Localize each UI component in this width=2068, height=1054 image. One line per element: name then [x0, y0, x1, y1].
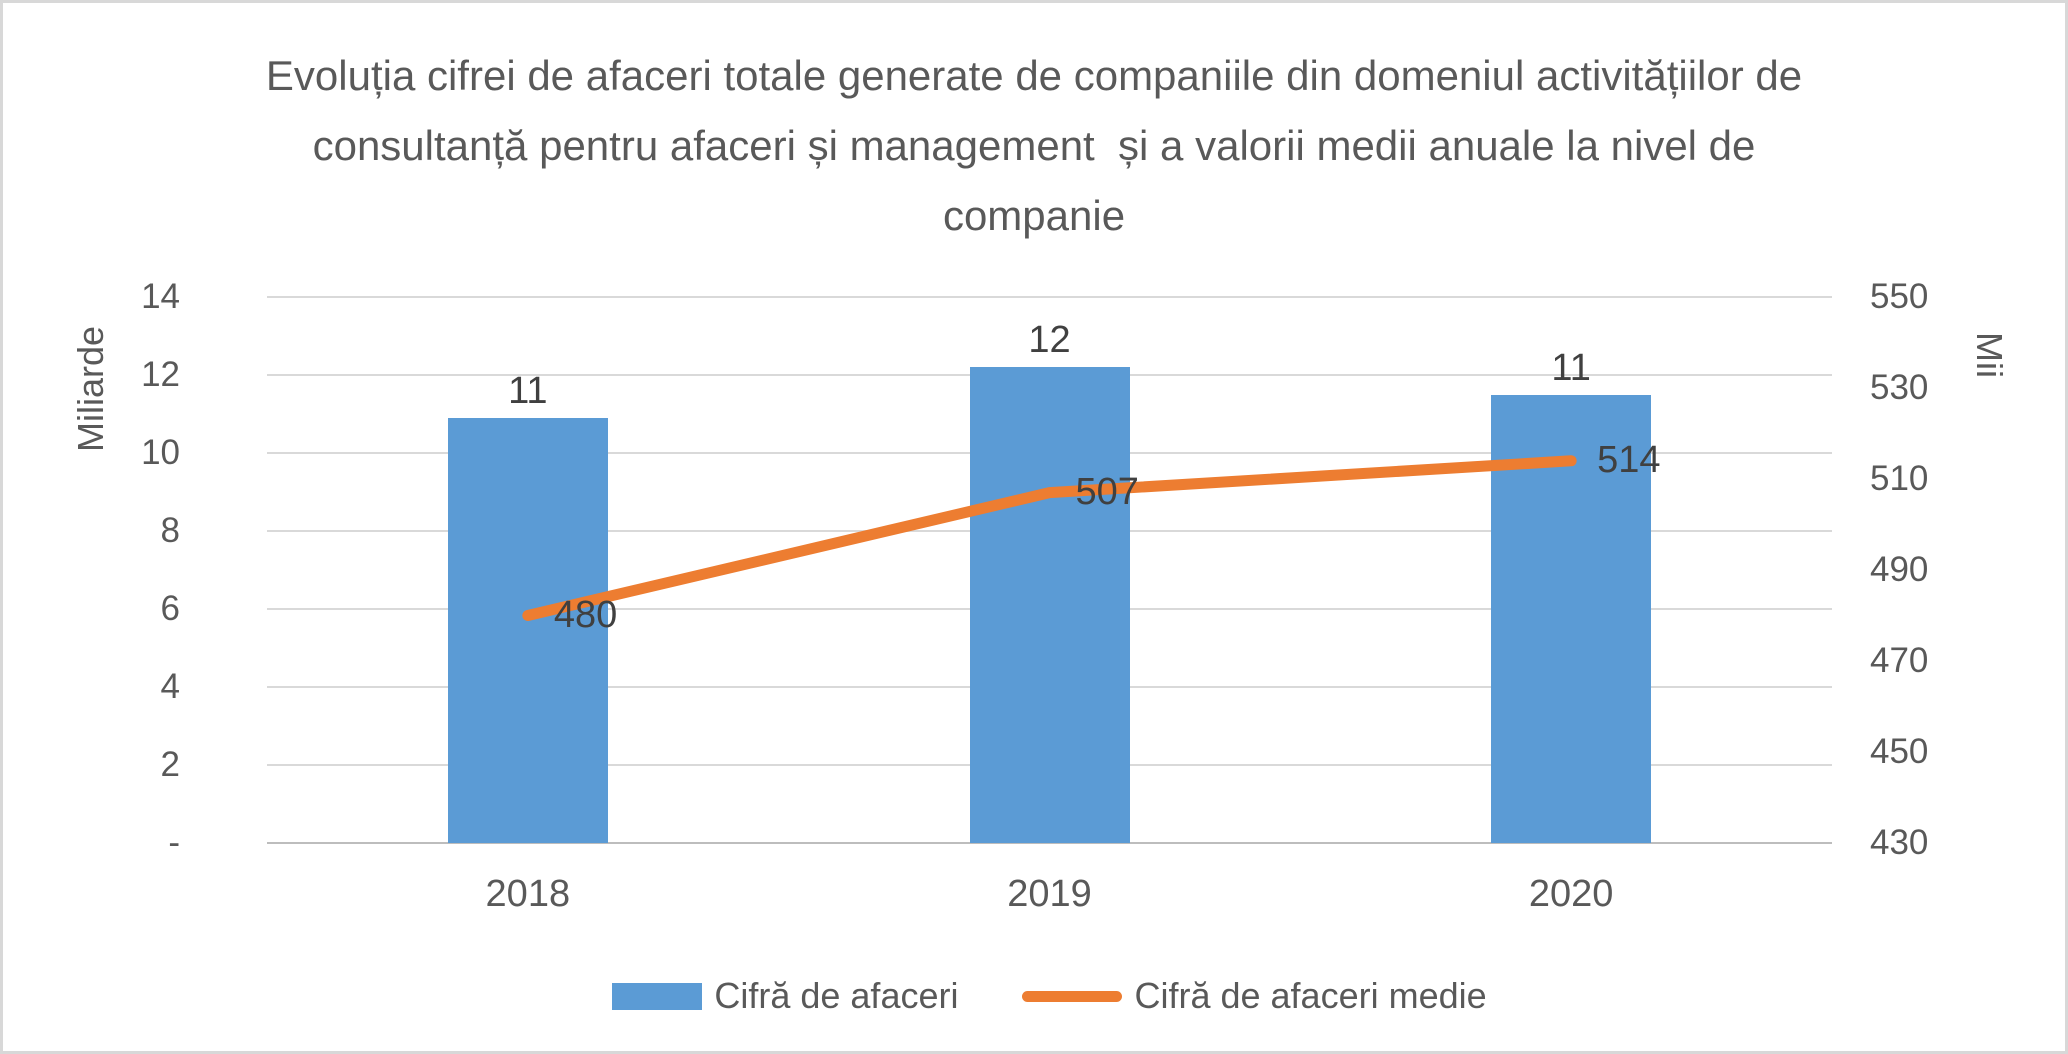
- line-value-label: 514: [1597, 438, 1661, 481]
- line-path: [522, 455, 1577, 621]
- x-axis-line: [267, 842, 1832, 844]
- left-axis-tick: 14: [141, 277, 180, 316]
- legend-bar-swatch: [612, 982, 703, 1010]
- x-axis-label: 2020: [1528, 873, 1614, 915]
- right-axis-tick: 510: [1870, 459, 1929, 498]
- bar-value-label: 12: [1028, 319, 1071, 362]
- legend-label: Cifră de afaceri medie: [1134, 975, 1487, 1016]
- left-axis-tick: 8: [160, 511, 180, 550]
- chart-title: Evoluția cifrei de afaceri totale genera…: [265, 52, 1814, 239]
- plot-area: [267, 296, 1832, 844]
- left-axis-tick: 6: [160, 589, 180, 628]
- right-axis-tick: 550: [1870, 277, 1929, 316]
- right-axis-tick: 490: [1870, 550, 1929, 589]
- left-axis-tick: -: [168, 823, 180, 862]
- legend-line-swatch: [1022, 990, 1123, 1002]
- right-axis-tick: 530: [1870, 368, 1929, 407]
- legend: Cifră de afaceri Cifră de afaceri medie: [267, 975, 1832, 1017]
- right-axis-tick: 430: [1870, 823, 1929, 862]
- x-axis-label: 2018: [485, 873, 571, 915]
- left-axis-tick: 10: [141, 433, 180, 472]
- left-axis-tick: 4: [160, 667, 180, 706]
- left-axis-tick: 12: [141, 355, 180, 394]
- legend-item: Cifră de afaceri medie: [1022, 975, 1487, 1017]
- bar-2019: [969, 367, 1130, 843]
- line-value-label: 507: [1075, 470, 1139, 513]
- bar-2018: [447, 417, 608, 843]
- line-series: [522, 455, 1577, 621]
- x-axis-label: 2019: [1007, 873, 1092, 915]
- legend-label: Cifră de afaceri: [714, 975, 959, 1016]
- legend-item: Cifră de afaceri: [612, 975, 958, 1017]
- right-axis-tick: 470: [1870, 641, 1929, 680]
- bar-value-label: 11: [508, 369, 548, 412]
- bar-value-label: 11: [1551, 346, 1591, 389]
- left-axis-tick: 2: [160, 745, 180, 784]
- line-value-label: 480: [553, 593, 618, 636]
- right-axis-tick: 450: [1870, 732, 1929, 771]
- gridline: [267, 296, 1832, 298]
